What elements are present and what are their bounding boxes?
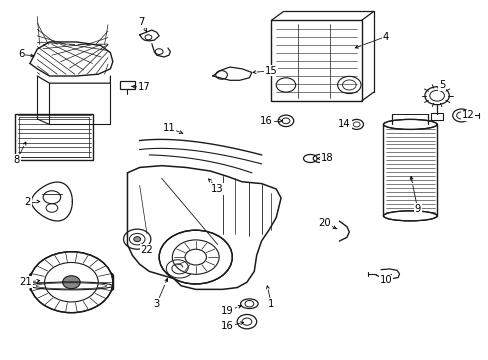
- Bar: [120, 81, 135, 89]
- Text: 19: 19: [221, 306, 233, 316]
- Text: 18: 18: [321, 153, 333, 163]
- Text: 10: 10: [379, 275, 391, 285]
- Text: 12: 12: [461, 111, 473, 121]
- Ellipse shape: [159, 230, 232, 284]
- Ellipse shape: [383, 211, 436, 221]
- Ellipse shape: [30, 268, 113, 282]
- Bar: [383, 125, 436, 216]
- Text: 11: 11: [162, 123, 175, 133]
- Text: 1: 1: [267, 299, 274, 309]
- Text: 4: 4: [382, 32, 388, 41]
- Bar: [15, 114, 93, 160]
- Text: 2: 2: [24, 197, 31, 207]
- Ellipse shape: [62, 276, 80, 289]
- Text: 9: 9: [413, 204, 420, 214]
- Text: 15: 15: [264, 66, 277, 76]
- Text: 17: 17: [138, 82, 151, 93]
- Ellipse shape: [30, 252, 113, 313]
- Text: 21: 21: [20, 277, 32, 287]
- Bar: [19, 117, 89, 157]
- Bar: [271, 21, 361, 101]
- Ellipse shape: [383, 120, 436, 130]
- Text: 8: 8: [14, 155, 20, 165]
- Text: 6: 6: [18, 49, 24, 59]
- Text: 16: 16: [221, 321, 233, 331]
- Text: 13: 13: [211, 184, 224, 194]
- Text: 22: 22: [141, 245, 153, 255]
- Text: 16: 16: [260, 116, 272, 126]
- Text: 3: 3: [153, 299, 160, 309]
- Text: 5: 5: [438, 80, 444, 90]
- Text: 14: 14: [338, 120, 350, 129]
- Ellipse shape: [134, 237, 141, 242]
- Text: 20: 20: [318, 218, 330, 228]
- Bar: [430, 113, 442, 120]
- Text: 7: 7: [138, 17, 144, 27]
